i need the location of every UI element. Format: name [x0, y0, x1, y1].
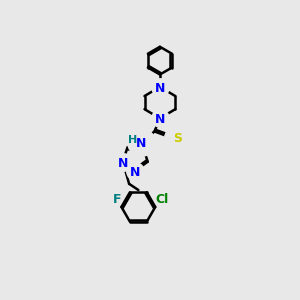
Text: N: N: [118, 157, 128, 170]
Text: Cl: Cl: [155, 194, 169, 206]
Text: S: S: [173, 132, 182, 145]
Text: N: N: [130, 166, 140, 179]
Text: H: H: [128, 135, 138, 145]
Text: N: N: [155, 113, 165, 126]
Text: N: N: [136, 137, 146, 150]
Text: N: N: [155, 82, 165, 95]
Text: F: F: [113, 194, 122, 206]
